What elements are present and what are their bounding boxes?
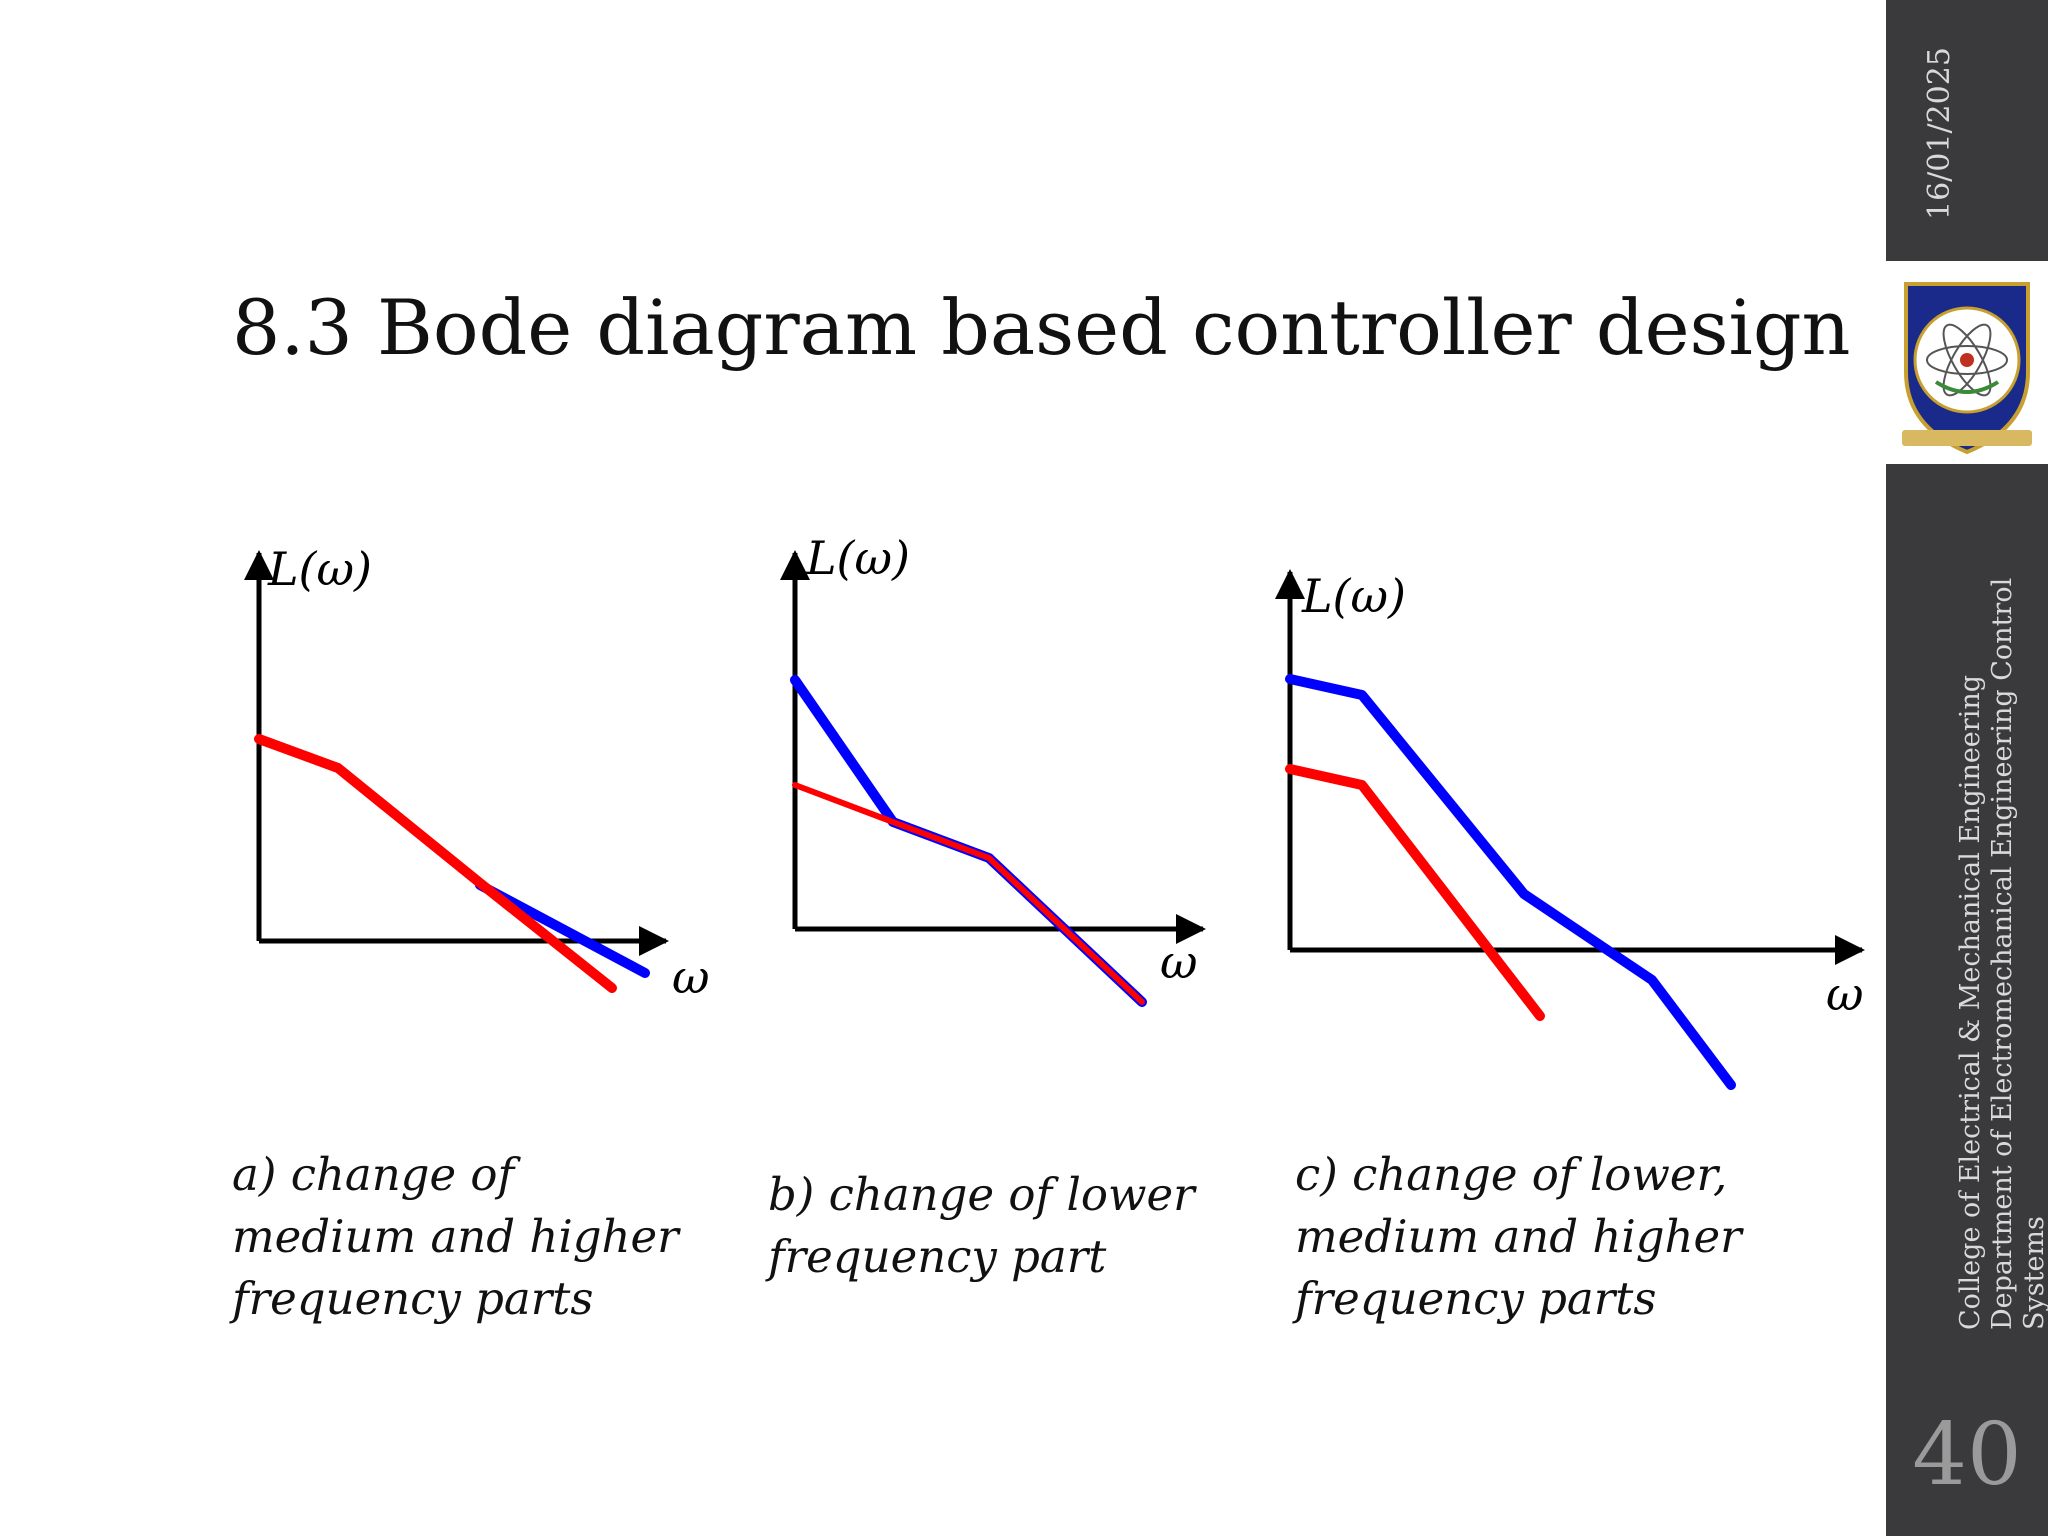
diagram-a-x-label: ω (672, 950, 710, 1004)
slide-number: 40 (1912, 1405, 2022, 1505)
caption-line: b) change of lower (768, 1168, 1195, 1221)
sidebar-top-panel (1886, 0, 2048, 261)
diagram-b-caption: b) change of lower frequency part (768, 1164, 1195, 1288)
diagram-b-red-line (792, 782, 1145, 1005)
slide-date: 16/01/2025 (1922, 47, 1957, 220)
diagram-c-x-label: ω (1826, 967, 1864, 1021)
department-text: College of Electrical & Mechanical Engin… (1955, 577, 2048, 1330)
bode-diagrams: L(ω) ω L(ω) ω L(ω) ω (244, 531, 1865, 1090)
diagram-b-x-label: ω (1160, 935, 1198, 989)
caption-line: frequency parts (232, 1272, 594, 1325)
diagram-c-caption: c) change of lower, medium and higher fr… (1295, 1144, 1742, 1330)
diagram-a-y-label: L(ω) (267, 542, 372, 596)
diagram-a-caption: a) change of medium and higher frequency… (232, 1144, 679, 1330)
diagram-b-y-label: L(ω) (805, 531, 910, 585)
university-logo-icon (1902, 282, 2032, 455)
diagram-c-red-line (1285, 764, 1545, 1021)
diagram-a-red-line (254, 734, 617, 993)
caption-line: medium and higher (232, 1210, 679, 1263)
diagram-a: L(ω) ω (244, 542, 710, 1004)
slide-title: 8.3 Bode diagram based controller design (232, 283, 1851, 372)
caption-line: c) change of lower, (1295, 1148, 1728, 1201)
caption-line: medium and higher (1295, 1210, 1742, 1263)
diagram-c-y-label: L(ω) (1301, 569, 1406, 623)
caption-line: frequency parts (1295, 1272, 1657, 1325)
sidebar-bottom-panel (1886, 464, 2048, 1536)
caption-line: frequency part (768, 1230, 1107, 1283)
diagram-c-blue-line (1285, 674, 1736, 1090)
diagram-c: L(ω) ω (1275, 569, 1865, 1090)
caption-line: a) change of (232, 1148, 515, 1201)
diagram-b: L(ω) ω (780, 531, 1206, 1007)
